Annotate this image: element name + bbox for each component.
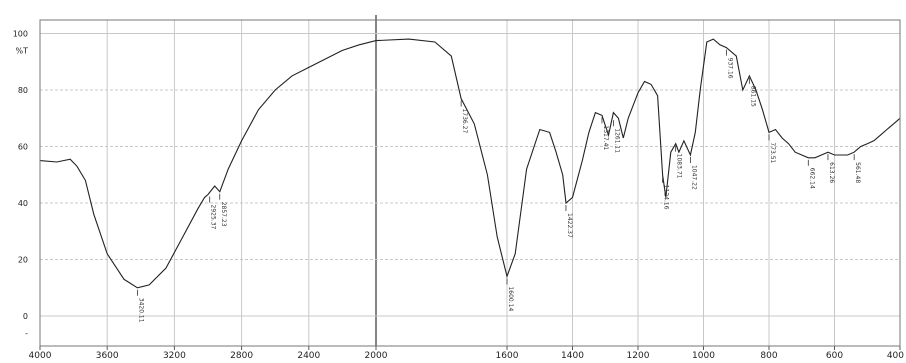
peak-annotation: 1261.11 — [613, 120, 620, 153]
peak-label: 2925.37 — [210, 205, 217, 230]
plot-frame — [39, 19, 901, 347]
grid — [40, 15, 900, 346]
x-tick-label: 400 — [887, 351, 904, 361]
y-tick-label: 60 — [18, 143, 28, 152]
y-axis-ticks: 100 %T 80 60 40 20 0 - — [13, 30, 28, 338]
x-tick-label: 1400 — [561, 351, 584, 361]
peak-label: 861.15 — [749, 86, 756, 107]
peak-annotation: 662.14 — [807, 159, 815, 189]
y-tick-label: %T — [16, 46, 29, 55]
x-tick-label: 2400 — [297, 351, 320, 361]
peak-annotation: 2857.23 — [219, 193, 227, 227]
x-tick-label: 1200 — [627, 351, 650, 361]
peak-label: 1083.71 — [676, 154, 683, 179]
peak-annotation: 1317.41 — [601, 117, 609, 150]
peak-annotation: 1600.14 — [506, 278, 514, 311]
peak-annotation: 1083.71 — [675, 145, 683, 179]
x-tick-label: 2800 — [230, 351, 253, 361]
peak-annotation: 861.15 — [748, 77, 756, 107]
spectrum-line — [39, 38, 901, 289]
peak-label: 1600.14 — [507, 286, 514, 311]
peak-label: 561.48 — [854, 162, 861, 183]
x-tick-label: 2000 — [365, 351, 388, 361]
peak-label: 3420.11 — [137, 298, 144, 323]
x-tick-label: 600 — [826, 351, 843, 361]
x-tick-label: 3600 — [96, 351, 119, 361]
y-tick-label: 40 — [18, 199, 28, 208]
peak-annotations: 3420.11 2925.37 2857.23 1736.27 1600.14 1422.… — [137, 49, 861, 323]
peak-label: 662.14 — [808, 168, 815, 189]
peak-label: 937.16 — [726, 58, 733, 79]
y-tick-label: 0 — [23, 312, 28, 321]
y-tick-label: - — [25, 329, 28, 338]
x-tick-label: 1000 — [692, 351, 715, 361]
peak-annotation: 1124.16 — [662, 176, 670, 210]
x-tick-label: 1600 — [496, 351, 519, 361]
peak-annotation: 773.51 — [768, 134, 776, 164]
peak-annotation: 937.16 — [726, 49, 733, 79]
y-tick-label: 100 — [13, 30, 28, 39]
peak-annotation: 3420.11 — [137, 289, 144, 323]
x-tick-label: 800 — [760, 351, 777, 361]
peak-label: 2857.23 — [220, 202, 227, 227]
y-tick-label: 20 — [18, 256, 28, 265]
peak-label: 1422.37 — [566, 213, 573, 238]
peak-annotation: 1047.22 — [690, 156, 697, 190]
peak-label: 1736.27 — [461, 108, 468, 133]
peak-annotation: 561.48 — [853, 154, 861, 183]
peak-label: 613.26 — [828, 162, 835, 183]
peak-label: 1261.11 — [613, 128, 620, 153]
x-axis-ticks: 4000 3600 3200 2800 2400 2000 1600 1400 1200 1000… — [29, 346, 904, 361]
peak-annotation: 2925.37 — [209, 196, 217, 230]
y-tick-label: 80 — [18, 86, 28, 95]
x-tick-label: 3200 — [163, 351, 186, 361]
peak-label: 1317.41 — [602, 125, 609, 150]
peak-label: 773.51 — [769, 142, 776, 163]
peak-annotation: 613.26 — [827, 154, 835, 183]
peak-label: 1047.22 — [690, 165, 697, 190]
peak-annotation: 1422.37 — [565, 205, 573, 238]
peak-label: 1124.16 — [663, 185, 670, 210]
x-tick-label: 4000 — [29, 351, 52, 361]
peak-annotation: 1736.27 — [460, 100, 468, 133]
